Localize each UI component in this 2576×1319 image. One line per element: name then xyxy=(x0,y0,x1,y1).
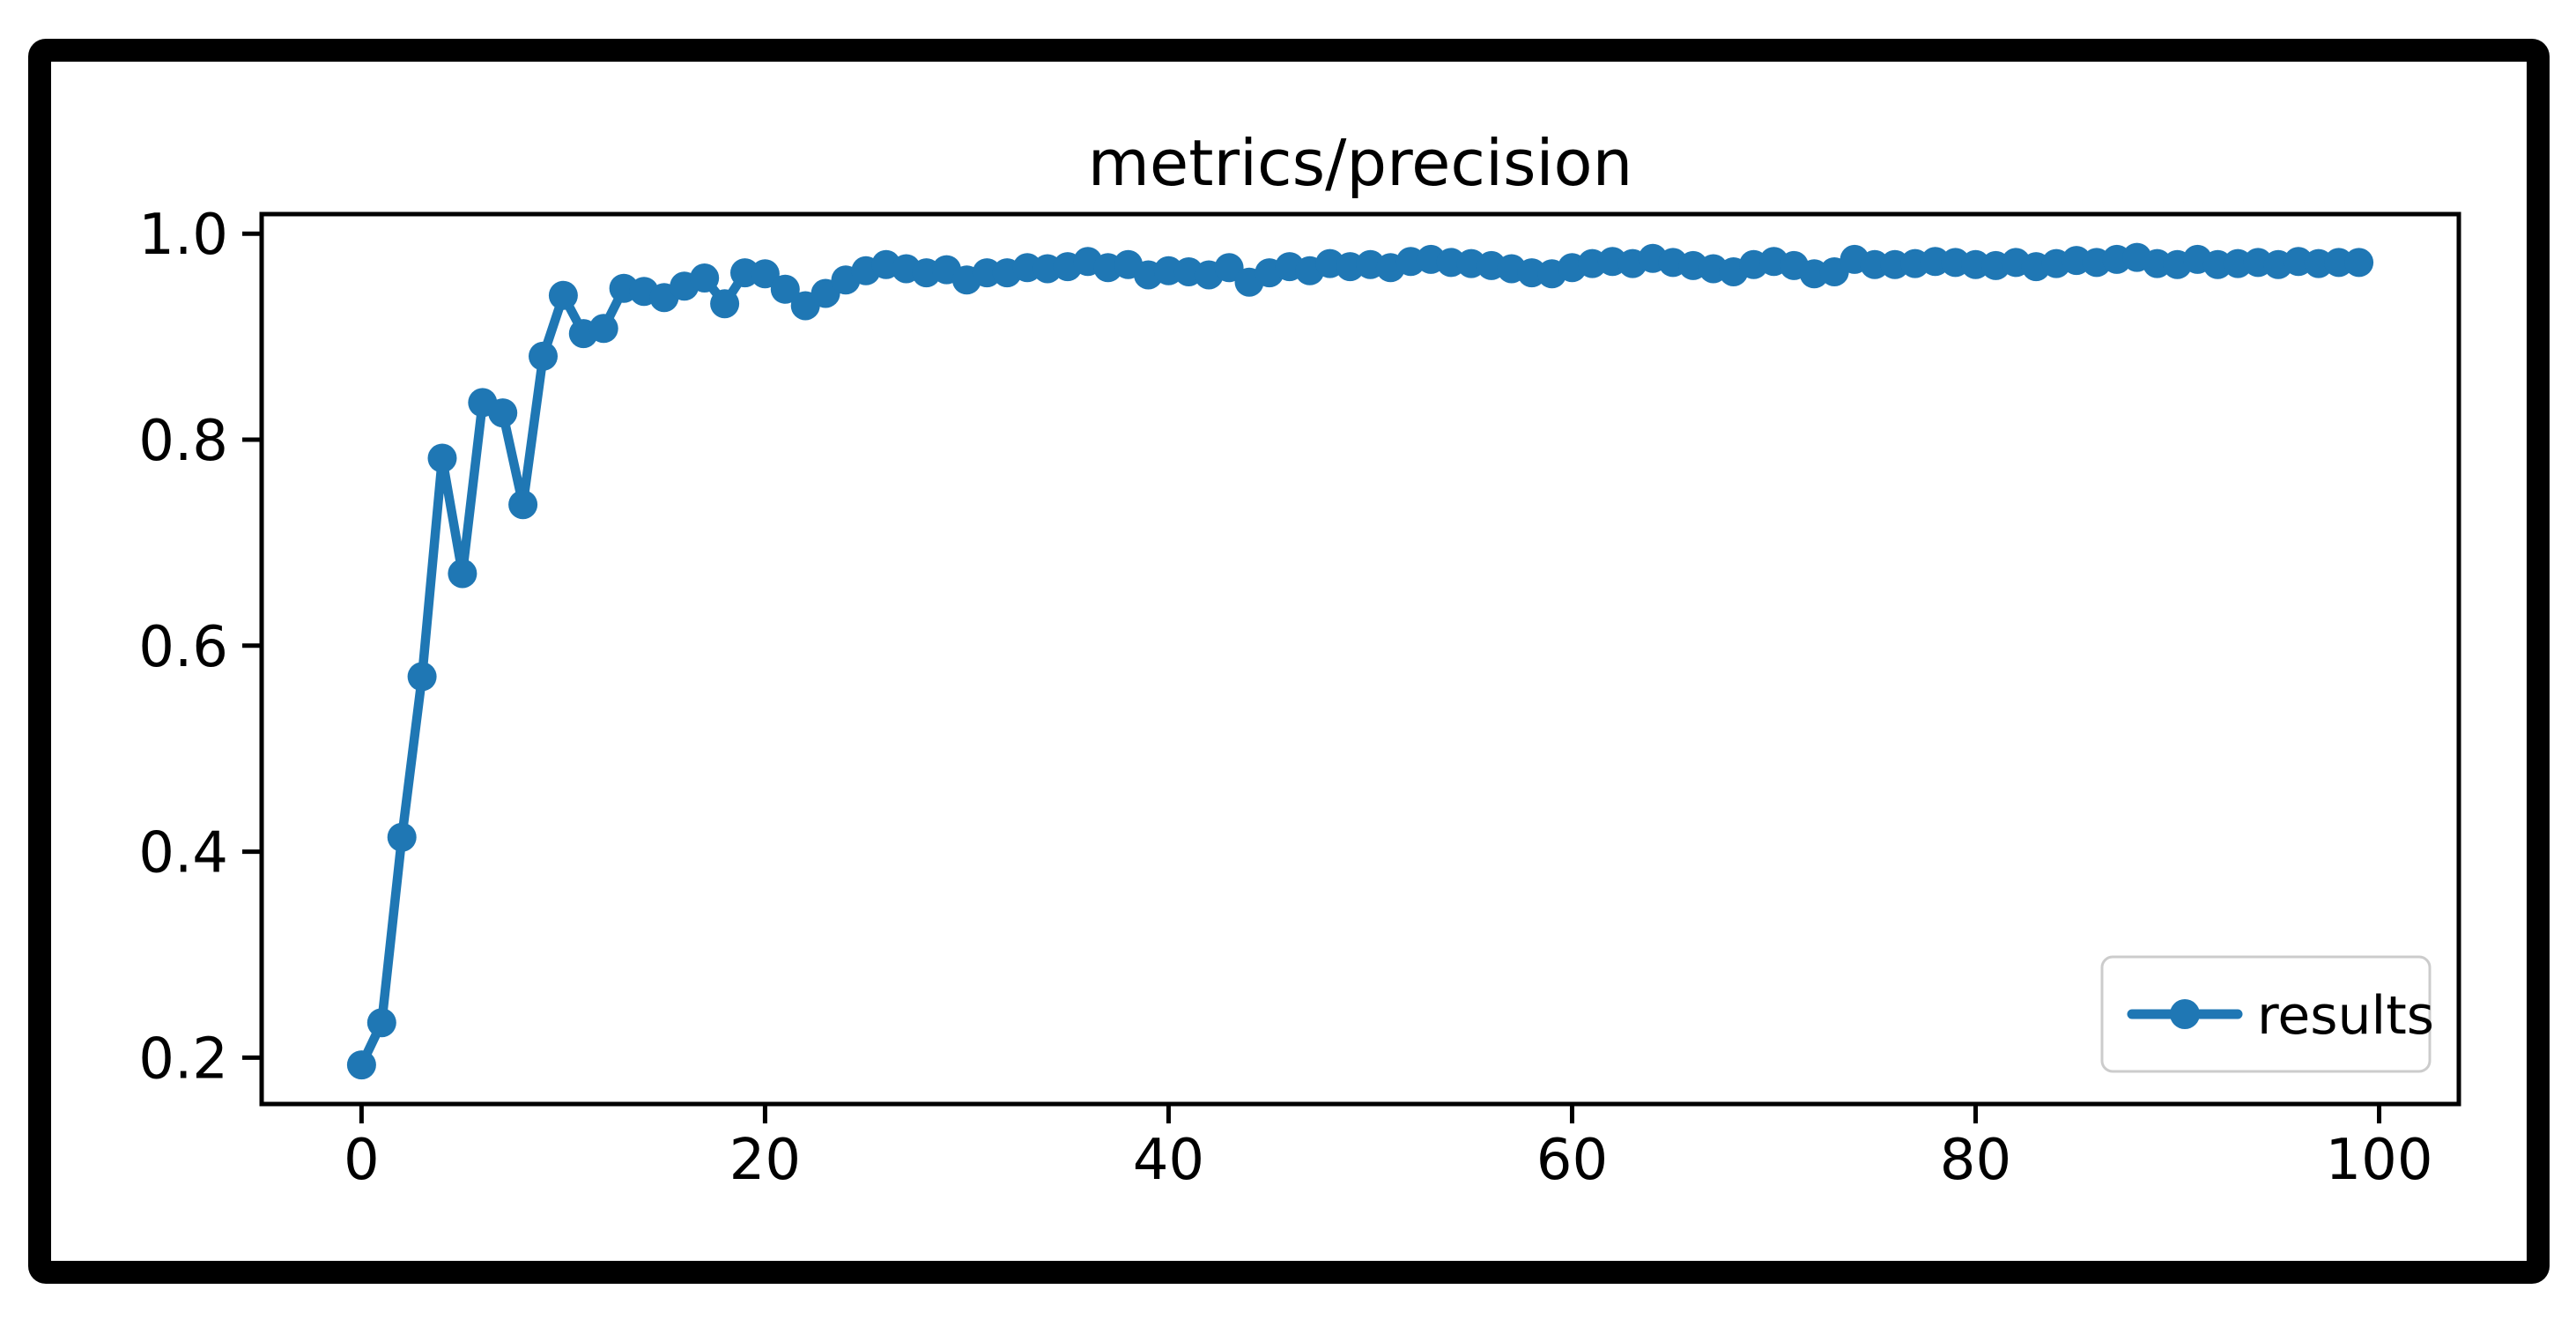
data-point-marker xyxy=(387,822,417,852)
x-axis-tick-label: 80 xyxy=(1940,1128,2011,1193)
legend: results xyxy=(2100,955,2434,1073)
axes-spines xyxy=(259,211,2461,1107)
legend-sample-marker-icon xyxy=(2170,999,2200,1029)
data-point-marker xyxy=(548,280,578,310)
data-point-marker xyxy=(508,490,538,520)
data-point-marker xyxy=(2344,248,2374,278)
data-point-marker xyxy=(1860,249,1890,279)
y-axis-tick-label: 0.4 xyxy=(138,821,228,886)
data-line xyxy=(357,252,2364,1070)
y-axis-tick-label: 0.2 xyxy=(138,1026,228,1092)
data-point-marker xyxy=(588,314,618,344)
x-axis-tick-label: 100 xyxy=(2325,1128,2432,1193)
x-axis-tick-label: 60 xyxy=(1536,1128,1608,1193)
data-point-marker xyxy=(448,559,477,589)
x-axis-tick-label: 20 xyxy=(729,1128,801,1193)
data-point-marker xyxy=(407,662,437,692)
data-point-marker xyxy=(366,1008,396,1038)
data-point-marker xyxy=(770,274,800,304)
chart-title: metrics/precision xyxy=(1088,126,1632,200)
legend-label: results xyxy=(2257,985,2434,1047)
x-axis-tick-label: 0 xyxy=(344,1128,380,1193)
legend-box xyxy=(2100,955,2432,1073)
data-point-marker xyxy=(529,341,558,371)
data-point-marker xyxy=(1214,253,1244,283)
data-point-marker xyxy=(750,259,780,289)
y-axis-tick-label: 1.0 xyxy=(138,203,228,268)
data-point-marker xyxy=(488,398,518,428)
y-axis-tick-label: 0.8 xyxy=(138,409,228,474)
data-point-marker xyxy=(690,263,720,293)
data-point-marker xyxy=(2324,248,2354,278)
data-point-marker xyxy=(972,258,1002,288)
x-axis-tick-label: 40 xyxy=(1133,1128,1204,1193)
data-point-marker xyxy=(427,443,457,473)
data-point-marker xyxy=(346,1050,376,1080)
y-axis-tick-label: 0.6 xyxy=(138,615,228,680)
data-point-marker xyxy=(710,289,740,319)
